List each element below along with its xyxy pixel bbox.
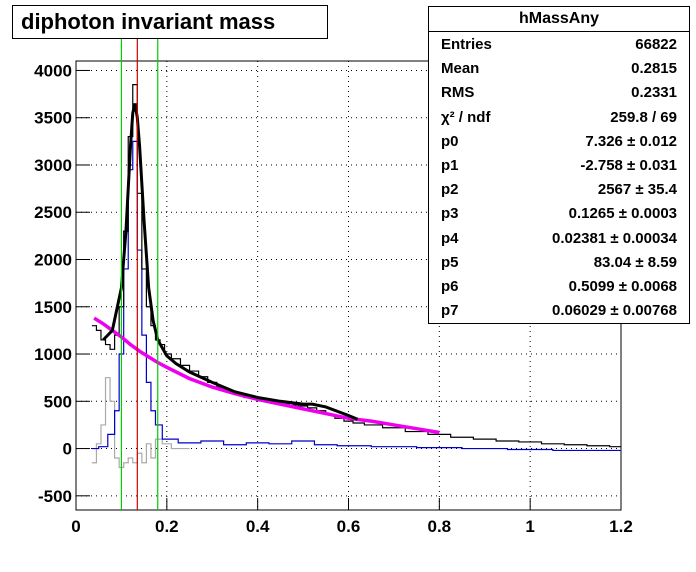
stats-title: hMassAny: [429, 7, 689, 32]
x-tick-label: 0.4: [246, 517, 270, 536]
y-tick-label: 1500: [34, 298, 72, 317]
stats-row: p1 -2.758 ± 0.031: [429, 153, 689, 177]
stats-label: χ² / ndf: [441, 108, 491, 126]
y-tick-label: 2000: [34, 251, 72, 270]
axis-ticks: 0 0.2 0.4 0.6 0.8 1 1.2 -500 0 500 1000 1500 2000 250…: [34, 61, 633, 536]
x-tick-label: 1.2: [609, 517, 633, 536]
stats-row: p2 2567 ± 35.4: [429, 177, 689, 201]
stats-row: p3 0.1265 ± 0.0003: [429, 201, 689, 225]
vertical-lines: [120, 33, 159, 510]
stats-rows: Entries 66822 Mean 0.2815 RMS 0.2331 χ² / ndf 2…: [429, 32, 689, 322]
stats-value: 2567 ± 35.4: [597, 181, 677, 199]
background-fit-curve: [93, 316, 440, 435]
residual-histogram: [91, 377, 190, 469]
y-tick-label: 3500: [34, 109, 72, 128]
stats-row: p7 0.06029 ± 0.00768: [429, 298, 689, 322]
stats-value: 0.1265 ± 0.0003: [568, 205, 677, 223]
stats-row: RMS 0.2331: [429, 80, 689, 104]
stats-row: Mean 0.2815: [429, 56, 689, 80]
stats-label: p2: [441, 181, 459, 199]
stats-value: 0.5099 ± 0.0068: [568, 277, 677, 295]
stats-value: -2.758 ± 0.031: [580, 156, 677, 174]
stats-label: p7: [441, 302, 459, 320]
chart-title: diphoton invariant mass: [12, 5, 328, 39]
stats-label: p0: [441, 132, 459, 150]
stats-label: p6: [441, 277, 459, 295]
signal-histogram: [91, 140, 621, 452]
stats-value: 7.326 ± 0.012: [585, 132, 677, 150]
stats-value: 66822: [635, 36, 677, 53]
stats-value: 0.06029 ± 0.00768: [551, 302, 677, 320]
y-tick-label: 500: [44, 392, 72, 411]
y-tick-label: 2500: [34, 203, 72, 222]
x-tick-label: 0.6: [337, 517, 361, 536]
stats-value: 0.02381 ± 0.00034: [551, 229, 677, 247]
stats-row: p0 7.326 ± 0.012: [429, 129, 689, 153]
stats-label: Entries: [441, 36, 492, 53]
stats-label: p4: [441, 229, 459, 247]
stats-value: 0.2331: [631, 84, 677, 102]
y-tick-label: 0: [63, 440, 72, 459]
stats-row: p6 0.5099 ± 0.0068: [429, 274, 689, 298]
stats-label: p1: [441, 156, 459, 174]
y-tick-label: 4000: [34, 61, 72, 80]
stats-value: 259.8 / 69: [610, 108, 677, 126]
stats-row: Entries 66822: [429, 32, 689, 56]
x-tick-label: 0: [71, 517, 80, 536]
stats-box: hMassAny Entries 66822 Mean 0.2815 RMS 0.2331…: [428, 6, 690, 324]
y-tick-label: 1000: [34, 345, 72, 364]
stats-value: 83.04 ± 8.59: [593, 253, 677, 271]
y-tick-label: 3000: [34, 156, 72, 175]
x-tick-label: 0.2: [155, 517, 179, 536]
x-tick-label: 1: [525, 517, 534, 536]
stats-label: Mean: [441, 60, 480, 78]
stats-label: p3: [441, 205, 459, 223]
stats-row: p4 0.02381 ± 0.00034: [429, 226, 689, 250]
stats-row: χ² / ndf 259.8 / 69: [429, 105, 689, 129]
x-tick-label: 0.8: [428, 517, 452, 536]
stats-label: p5: [441, 253, 459, 271]
stats-row: p5 83.04 ± 8.59: [429, 250, 689, 274]
stats-value: 0.2815: [631, 60, 677, 78]
stats-label: RMS: [441, 84, 475, 102]
y-tick-label: -500: [38, 487, 72, 506]
